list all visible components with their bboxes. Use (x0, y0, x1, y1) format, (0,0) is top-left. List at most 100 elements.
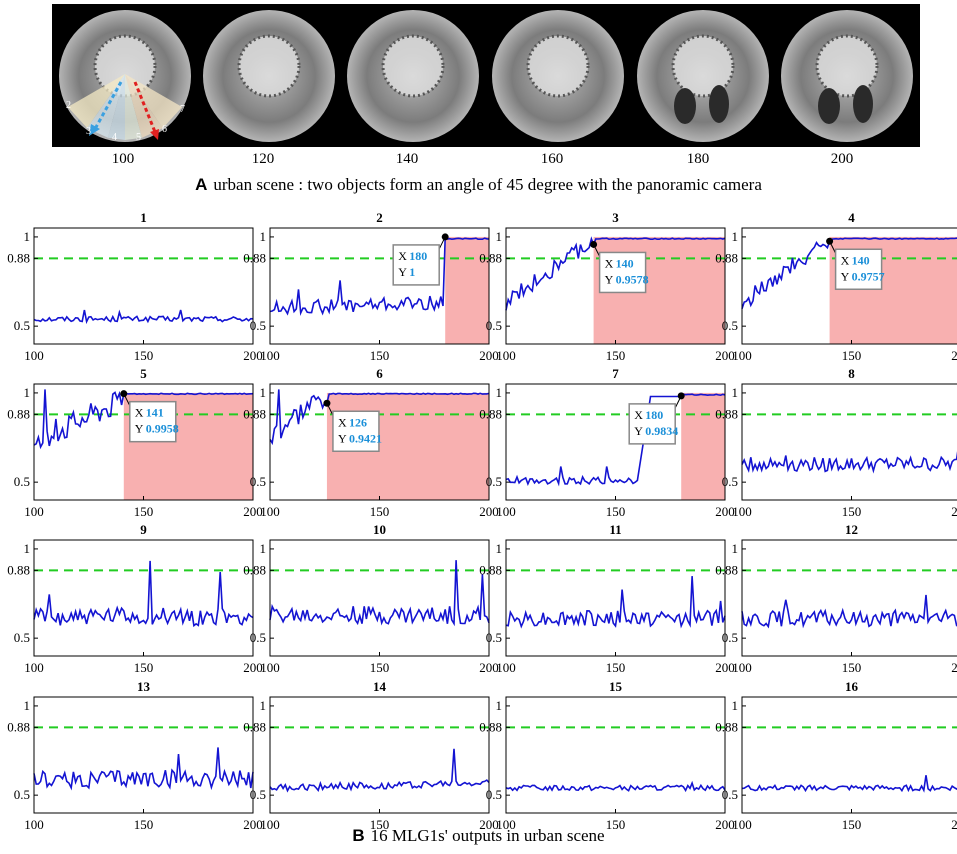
frame-label-160: 160 (540, 151, 564, 167)
frame-label-180: 180 (686, 151, 710, 167)
x-tick-label: 200 (479, 817, 499, 832)
output-series-line (269, 235, 490, 317)
frame-label-100: 100 (111, 151, 135, 167)
y-tick-label: 0.5 (14, 630, 30, 645)
x-tick-label: 100 (24, 817, 44, 832)
datatip-box (392, 244, 440, 286)
sector-number-5: 5 (136, 132, 141, 143)
y-tick-label: 0.5 (14, 474, 30, 489)
chart-title: 4 (848, 210, 855, 225)
output-series-line (505, 236, 726, 311)
camera-sector (67, 74, 125, 129)
panorama-building-ring (381, 34, 445, 98)
y-tick-label: 0.5 (486, 474, 502, 489)
output-series-line (33, 560, 254, 628)
datatip-box (332, 410, 380, 453)
y-tick-label: 0.88 (479, 406, 502, 421)
pedestrian-silhouette (709, 85, 729, 123)
x-tick-label: 100 (260, 660, 280, 675)
x-tick-label: 100 (496, 660, 516, 675)
sector-number-3: 3 (86, 126, 91, 137)
y-tick-label: 1 (732, 698, 739, 713)
x-tick-label: 150 (370, 504, 390, 519)
x-tick-label: 150 (606, 348, 626, 363)
x-tick-label: 150 (606, 504, 626, 519)
y-tick-label: 1 (260, 698, 267, 713)
y-tick-label: 0.5 (14, 787, 30, 802)
panel-a-caption-text: urban scene : two objects form an angle … (213, 175, 762, 194)
datatip-x-value: 141 (146, 406, 164, 420)
panorama-sky (528, 36, 588, 96)
chart-13: 13 0.5 0.88 1 100 150 200 (7, 679, 263, 832)
chart-14: 14 0.5 0.88 1 100 150 200 (243, 679, 499, 832)
y-tick-label: 0.5 (250, 318, 266, 333)
chart-title: 15 (609, 679, 623, 694)
y-tick-label: 0.88 (715, 250, 738, 265)
datatip-x-value: 126 (349, 415, 367, 429)
x-tick-label: 200 (479, 348, 499, 363)
panel-a-letter: A (195, 175, 208, 194)
chart-title: 6 (376, 366, 383, 381)
chart-10: 10 0.5 0.88 1 100 150 200 (243, 522, 499, 675)
datatip-y-value: 0.9834 (645, 424, 678, 438)
y-tick-label: 1 (496, 385, 503, 400)
panorama-building-ring (815, 34, 879, 98)
datatip-y-value: 1 (409, 265, 415, 279)
datatip-x-value: 140 (852, 253, 870, 267)
chart-title: 3 (612, 210, 619, 225)
output-series-line (741, 594, 957, 629)
chart-1: 1 0.5 0.88 1 100 150 200 (7, 210, 263, 363)
y-tick-label: 0.5 (486, 318, 502, 333)
x-tick-label: 200 (243, 348, 263, 363)
x-tick-label: 150 (842, 504, 862, 519)
x-tick-label: 200 (951, 348, 957, 363)
x-tick-label: 200 (479, 660, 499, 675)
axes-frame (269, 696, 490, 814)
axes-frame (741, 696, 957, 814)
output-series-line (33, 309, 254, 325)
chart-title: 9 (140, 522, 147, 537)
y-tick-label: 0.88 (479, 719, 502, 734)
x-tick-label: 100 (732, 817, 752, 832)
axes-frame (269, 539, 490, 657)
output-series-line (269, 560, 490, 627)
datatip-y-label: Y (841, 269, 850, 283)
chart-15: 15 0.5 0.88 1 100 150 200 (479, 679, 735, 832)
chart-11: 11 0.5 0.88 1 100 150 200 (479, 522, 735, 675)
y-tick-label: 0.88 (243, 719, 266, 734)
output-series-line (33, 747, 254, 791)
sector-number-7: 7 (180, 104, 185, 115)
datatip-x-value: 180 (645, 408, 663, 422)
panorama-building-ring (93, 34, 157, 98)
output-series-line (269, 389, 490, 446)
datatip-x-value: 180 (409, 249, 427, 263)
camera-sector (125, 74, 183, 129)
datatip-box (598, 251, 647, 294)
x-tick-label: 100 (260, 817, 280, 832)
chart-title: 11 (609, 522, 621, 537)
output-series-line (33, 389, 254, 450)
axes-frame (33, 696, 254, 814)
y-tick-label: 1 (496, 541, 503, 556)
y-tick-label: 1 (260, 229, 267, 244)
y-tick-label: 0.88 (7, 719, 30, 734)
x-tick-label: 100 (24, 660, 44, 675)
x-tick-label: 150 (606, 660, 626, 675)
y-tick-label: 1 (24, 541, 31, 556)
y-tick-label: 1 (24, 229, 31, 244)
axes-frame (505, 696, 726, 814)
panorama-sky (239, 36, 299, 96)
datatip-box (628, 403, 676, 445)
chart-title: 10 (373, 522, 386, 537)
x-tick-label: 150 (370, 817, 390, 832)
datatip-box (834, 248, 883, 291)
sector-number-4: 4 (112, 132, 117, 143)
arrowhead-left (89, 124, 100, 136)
y-tick-label: 0.5 (14, 318, 30, 333)
output-series-line (741, 237, 957, 310)
y-tick-label: 1 (496, 698, 503, 713)
